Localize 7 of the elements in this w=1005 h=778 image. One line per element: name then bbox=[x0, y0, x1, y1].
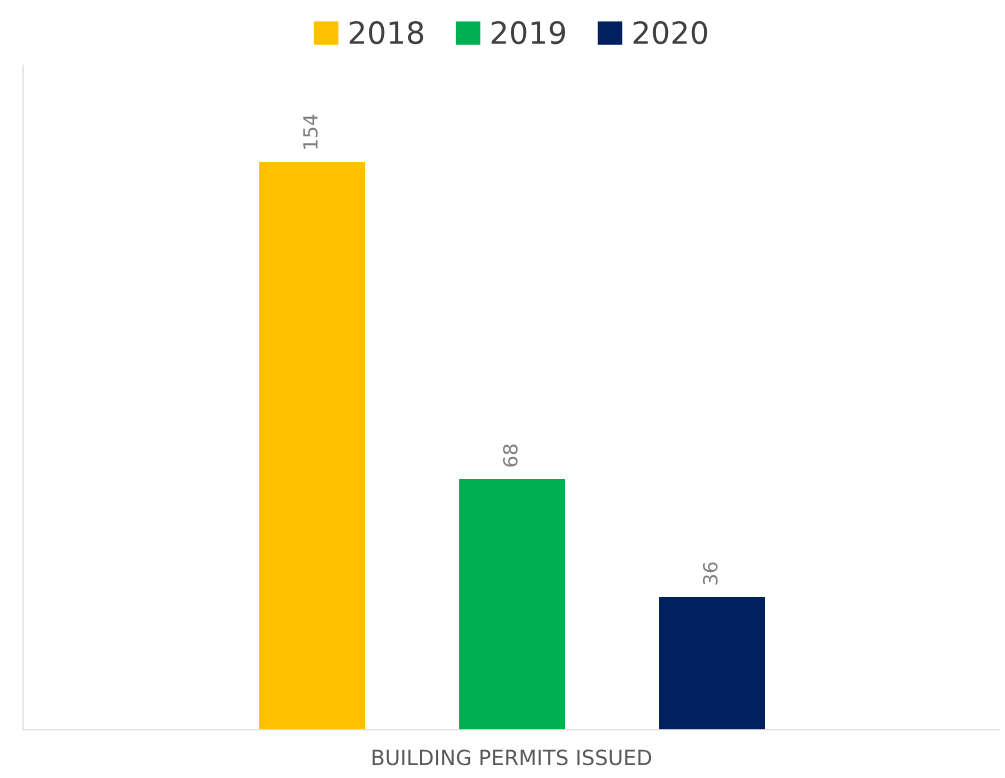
x-axis-title: BUILDING PERMITS ISSUED bbox=[372, 749, 652, 766]
data-label: 154 bbox=[303, 114, 318, 149]
legend-label: 2019 bbox=[491, 21, 566, 45]
legend-label: 2018 bbox=[349, 21, 424, 45]
data-label: 68 bbox=[502, 444, 518, 467]
data-label: 36 bbox=[702, 562, 718, 585]
legend-label: 2020 bbox=[633, 21, 708, 45]
